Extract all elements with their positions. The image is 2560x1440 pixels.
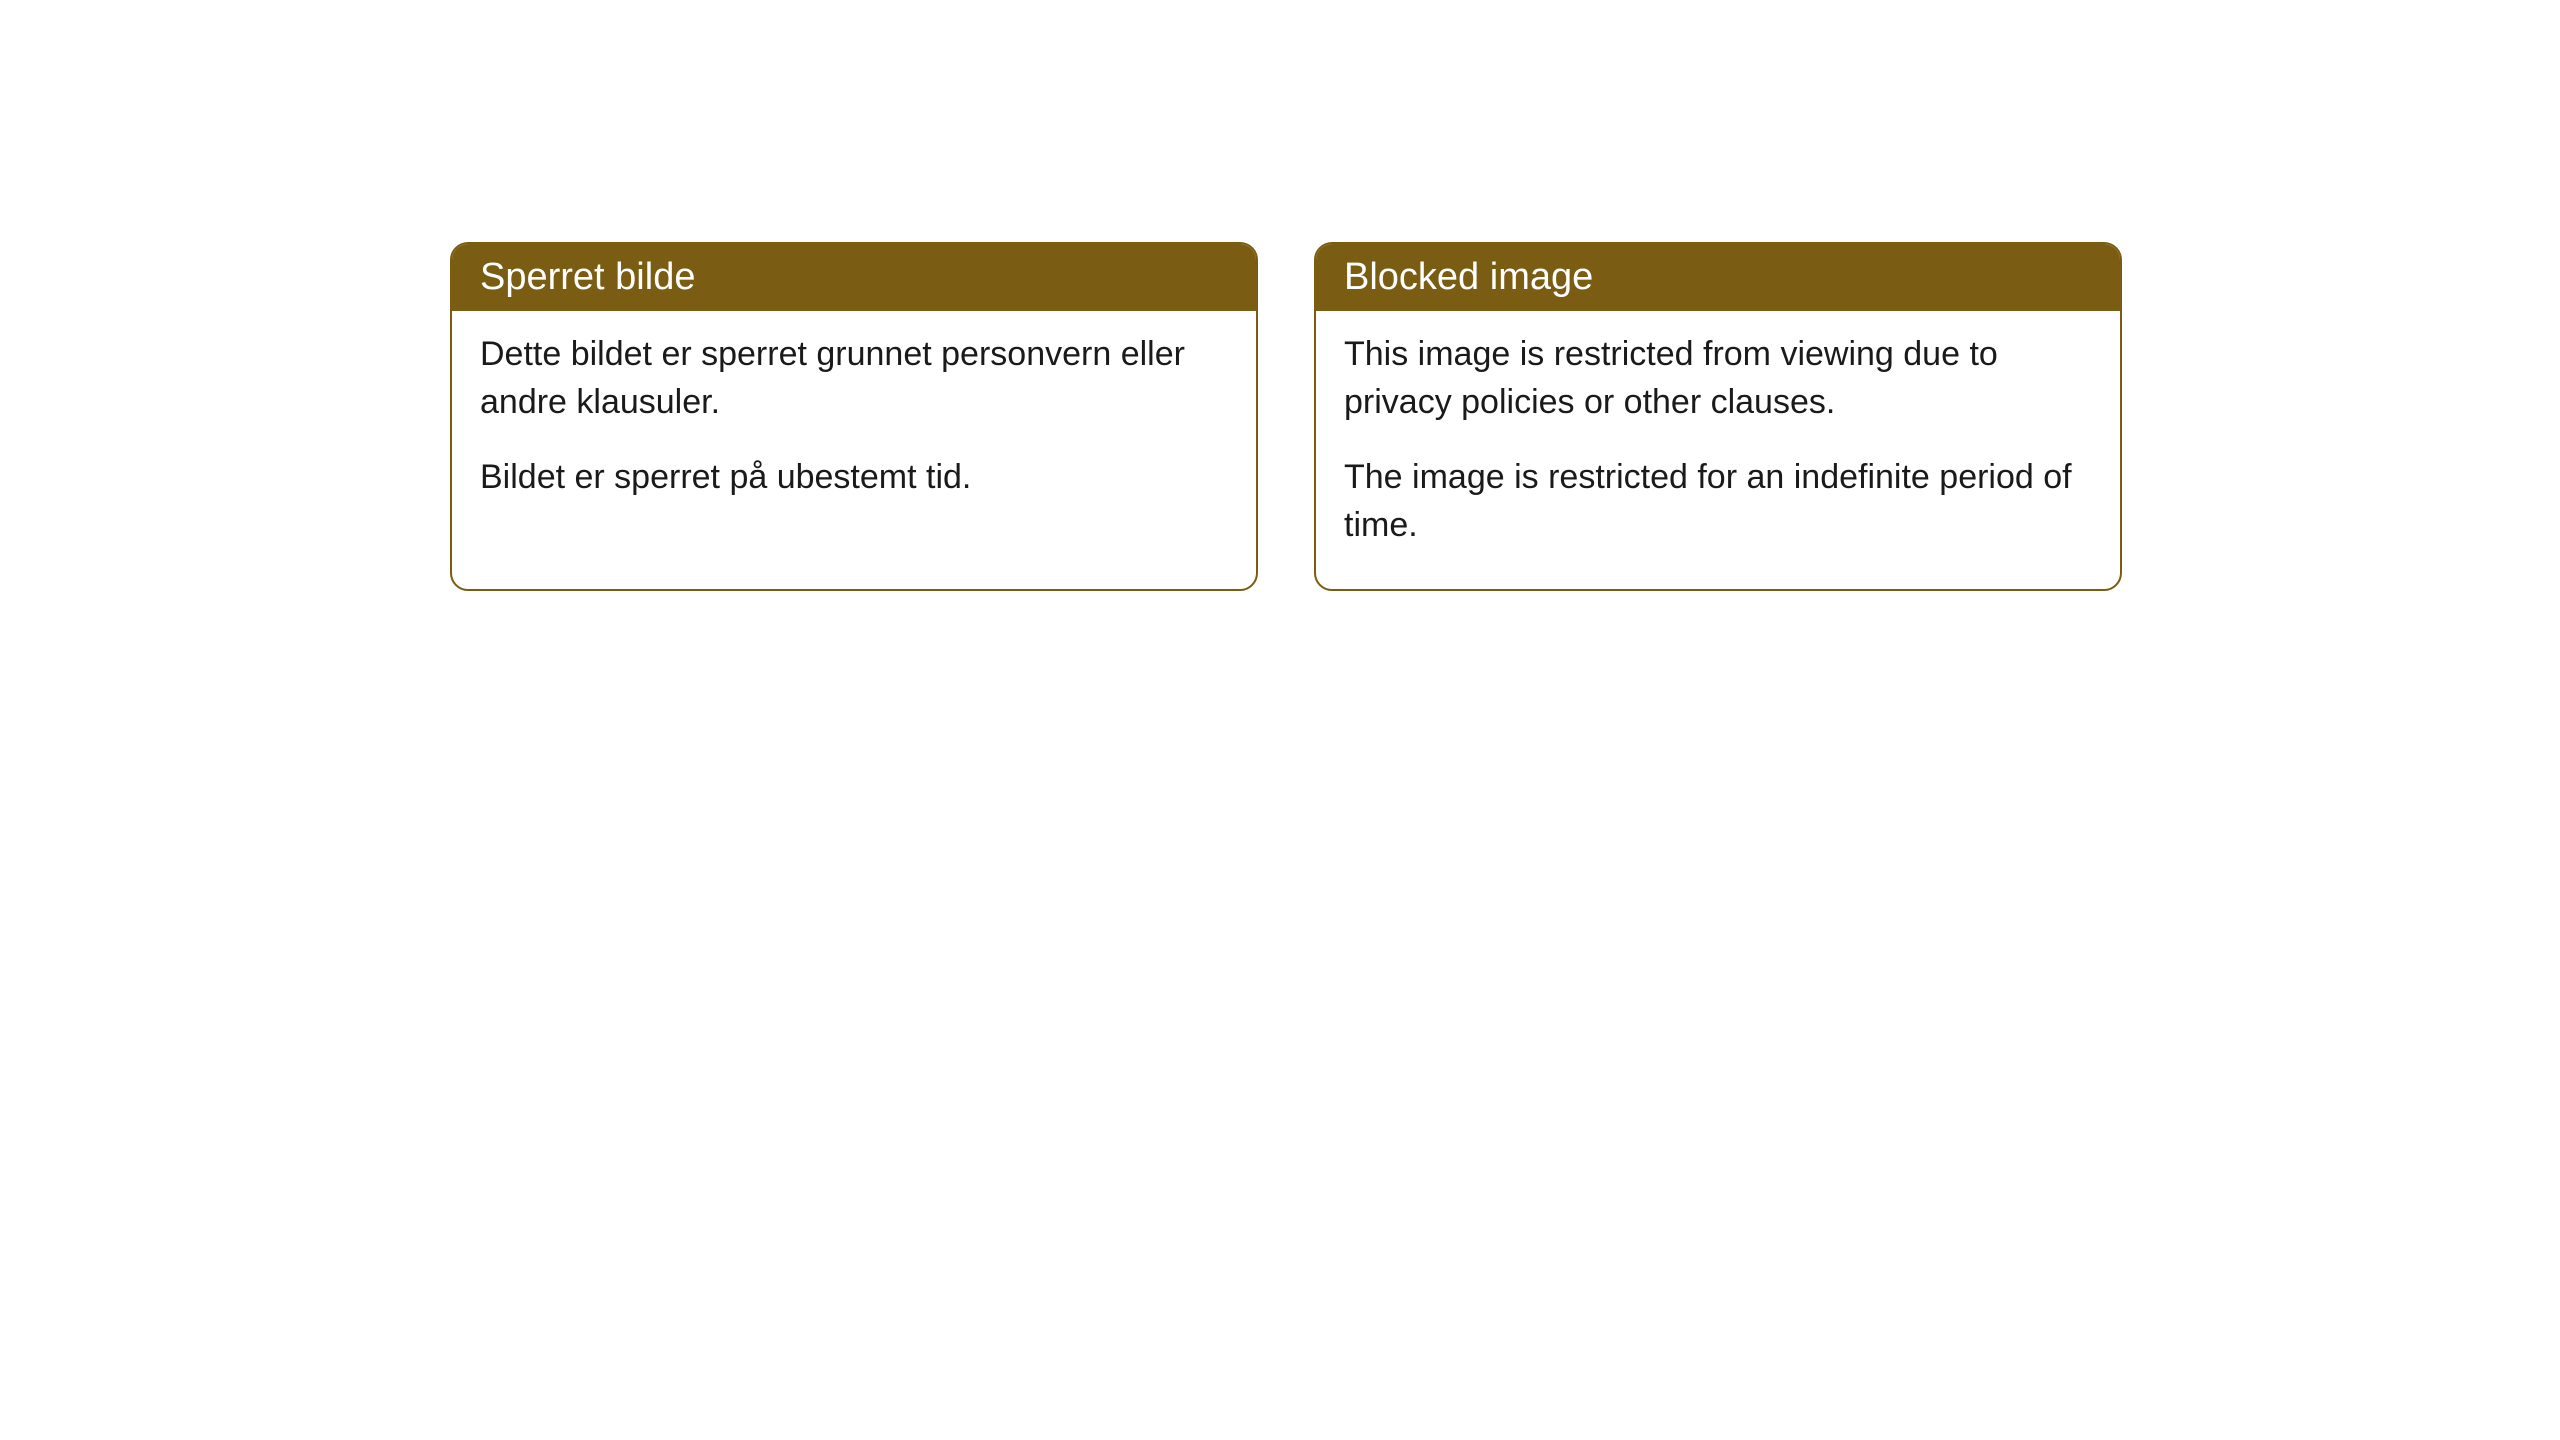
card-body: This image is restricted from viewing du…: [1316, 311, 2120, 589]
card-title: Sperret bilde: [480, 256, 695, 298]
notice-card-norwegian: Sperret bilde Dette bildet er sperret gr…: [450, 242, 1258, 591]
cards-container: Sperret bilde Dette bildet er sperret gr…: [0, 0, 2560, 591]
card-paragraph-2: Bildet er sperret på ubestemt tid.: [480, 454, 1228, 502]
card-paragraph-1: Dette bildet er sperret grunnet personve…: [480, 331, 1228, 426]
notice-card-english: Blocked image This image is restricted f…: [1314, 242, 2122, 591]
card-title: Blocked image: [1344, 256, 1593, 298]
card-header: Sperret bilde: [452, 244, 1256, 311]
card-header: Blocked image: [1316, 244, 2120, 311]
card-body: Dette bildet er sperret grunnet personve…: [452, 311, 1256, 542]
card-paragraph-1: This image is restricted from viewing du…: [1344, 331, 2092, 426]
card-paragraph-2: The image is restricted for an indefinit…: [1344, 454, 2092, 549]
